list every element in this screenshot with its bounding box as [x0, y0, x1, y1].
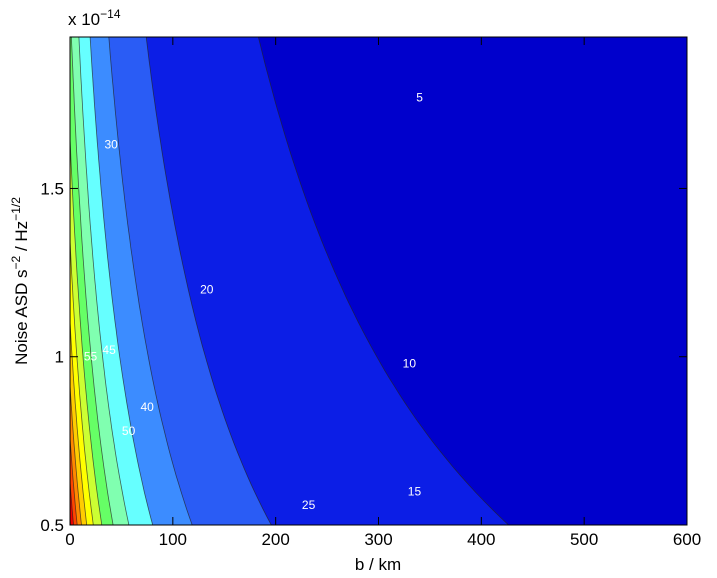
contour-line-45 [70, 313, 88, 525]
contour-line-35 [70, 129, 103, 525]
x-tick-label: 500 [570, 530, 598, 549]
contour-label-10: 10 [403, 356, 417, 370]
y-axis-ticks: 0.5 1 1.5 [40, 179, 687, 535]
contour-line-25 [78, 37, 130, 525]
y-axis-label: Noise ASD s−2 / Hz−1/2 [9, 197, 31, 365]
contour-line-15 [108, 37, 193, 525]
contour-line-20 [89, 37, 154, 525]
y-tick-label: 1.5 [40, 179, 64, 198]
x-tick-label: 0 [65, 530, 74, 549]
contour-labels: 5 10 15 20 25 30 40 45 50 55 [84, 91, 423, 512]
y-tick-label: 0.5 [40, 516, 64, 535]
y-multiplier: x 10−14 [68, 7, 121, 29]
contour-line-10 [145, 37, 272, 525]
x-tick-label: 400 [467, 530, 495, 549]
contour-label-20: 20 [200, 282, 214, 296]
x-tick-label: 200 [261, 530, 289, 549]
contour-fills [70, 37, 687, 525]
contour-label-50: 50 [122, 424, 136, 438]
x-axis-label: b / km [355, 555, 401, 574]
contour-band-60 [70, 481, 74, 525]
contour-label-55: 55 [84, 350, 98, 364]
contour-label-45: 45 [102, 343, 116, 357]
contour-line-65 [70, 513, 71, 525]
x-tick-label: 100 [159, 530, 187, 549]
contour-line-40 [70, 233, 94, 525]
contour-label-30: 30 [104, 138, 118, 152]
contour-line-5 [258, 37, 509, 525]
contour-lines [70, 37, 509, 525]
x-tick-label: 300 [364, 530, 392, 549]
x-axis-ticks: 0 100 200 300 400 500 600 [65, 37, 701, 549]
contour-label-15: 15 [408, 484, 422, 498]
x-tick-label: 600 [673, 530, 701, 549]
y-tick-label: 1 [55, 348, 64, 367]
contour-label-5: 5 [416, 91, 423, 105]
contour-line-30 [71, 37, 114, 525]
contour-line-50 [70, 378, 82, 525]
contour-label-25: 25 [302, 498, 316, 512]
contour-label-40: 40 [140, 400, 154, 414]
